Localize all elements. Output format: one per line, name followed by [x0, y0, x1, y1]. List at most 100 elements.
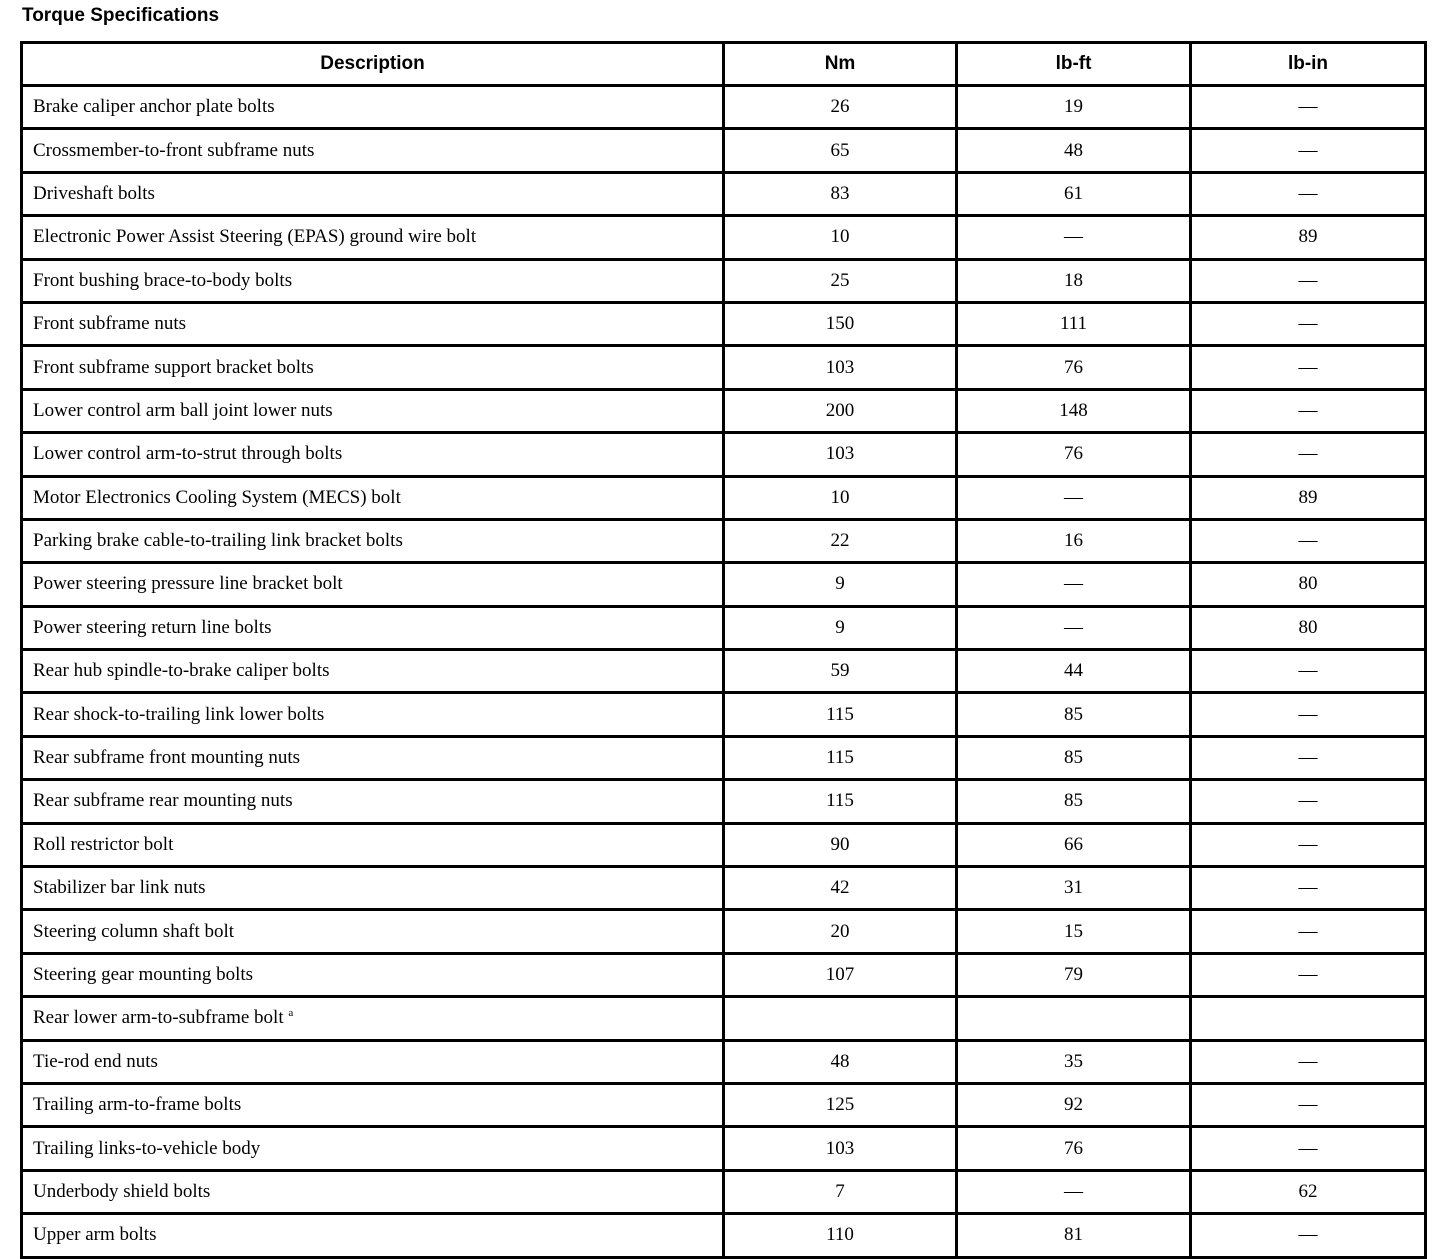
cell-lb-in: —	[1189, 1038, 1427, 1085]
cell-description: Rear subframe front mounting nuts	[20, 734, 725, 782]
table-row: Upper arm bolts 110 81 —	[20, 1212, 1427, 1259]
cell-description: Electronic Power Assist Steering (EPAS) …	[20, 214, 725, 261]
cell-nm-text: 103	[825, 443, 855, 465]
cell-lb-in	[1189, 995, 1427, 1042]
cell-lb-in-text: —	[1298, 1050, 1318, 1072]
cell-lb-ft: 31	[955, 865, 1192, 912]
cell-nm-text: 20	[830, 920, 850, 942]
cell-lb-in: —	[1189, 1212, 1427, 1259]
cell-lb-ft: 48	[955, 127, 1192, 174]
cell-nm-text: 22	[830, 530, 850, 552]
cell-description-text: Front subframe nuts	[33, 313, 187, 335]
cell-nm: 59	[722, 648, 958, 695]
cell-description: Crossmember-to-front subframe nuts	[20, 127, 725, 174]
cell-nm: 83	[722, 170, 958, 218]
table-row: Front bushing brace-to-body bolts 25 18 —	[20, 257, 1427, 304]
cell-lb-ft-text: —	[1064, 616, 1083, 638]
cell-lb-ft: 44	[955, 648, 1192, 695]
cell-nm: 103	[722, 431, 958, 478]
cell-description-text: Power steering return line bolts	[33, 616, 272, 638]
cell-nm-text: 90	[830, 833, 850, 855]
cell-lb-in-text: 89	[1298, 226, 1318, 248]
cell-lb-ft-text: 44	[1064, 660, 1083, 682]
table-header-row: Description Nm lb-ft lb-in	[20, 41, 1427, 87]
cell-lb-in-text: 89	[1298, 486, 1318, 508]
cell-lb-in-text: —	[1298, 443, 1318, 465]
cell-lb-in: —	[1189, 1081, 1427, 1129]
cell-nm: 20	[722, 908, 958, 955]
cell-description-text: Electronic Power Assist Steering (EPAS) …	[33, 226, 477, 248]
table-row: Front subframe support bracket bolts 103 7…	[20, 344, 1427, 391]
cell-lb-ft: —	[955, 474, 1192, 521]
cell-lb-in-text: —	[1298, 920, 1318, 942]
cell-nm: 42	[722, 865, 958, 912]
cell-nm: 65	[722, 127, 958, 174]
table-row: Rear subframe rear mounting nuts 115 85 —	[20, 778, 1427, 825]
cell-description: Steering gear mounting bolts	[20, 951, 725, 999]
footnote-marker: a	[288, 1007, 294, 1020]
cell-nm: 22	[722, 517, 958, 565]
cell-lb-ft-text: —	[1064, 1180, 1083, 1202]
table-row: Power steering pressure line bracket bol…	[20, 561, 1427, 608]
header-description: Description	[20, 41, 725, 87]
table-row: Motor Electronics Cooling System (MECS) …	[20, 474, 1427, 521]
cell-nm: 150	[722, 300, 958, 348]
cell-nm-text: 200	[825, 399, 855, 421]
cell-description-text: Crossmember-to-front subframe nuts	[33, 139, 315, 161]
cell-nm-text: 9	[835, 616, 845, 638]
cell-lb-ft-text: 76	[1064, 443, 1083, 465]
cell-lb-in-text: 80	[1298, 616, 1318, 638]
cell-nm-text: 110	[826, 1224, 854, 1246]
table-row: Lower control arm-to-strut through bolts…	[20, 431, 1427, 478]
cell-lb-ft-text: —	[1064, 226, 1083, 248]
cell-lb-in-text: 62	[1298, 1180, 1318, 1202]
cell-description-text: Rear subframe front mounting nuts	[33, 747, 301, 769]
cell-nm-text: 115	[826, 790, 854, 812]
cell-lb-in: —	[1189, 951, 1427, 999]
cell-nm-text: 59	[830, 660, 850, 682]
cell-lb-ft-text: 111	[1059, 313, 1088, 335]
cell-description: Underbody shield bolts	[20, 1168, 725, 1216]
table-row: Parking brake cable-to-trailing link bra…	[20, 517, 1427, 565]
cell-description: Lower control arm-to-strut through bolts	[20, 431, 725, 478]
cell-description-text: Rear hub spindle-to-brake caliper bolts	[33, 660, 330, 682]
cell-description-text: Lower control arm-to-strut through bolts	[33, 443, 343, 465]
cell-nm-text: 83	[830, 182, 850, 204]
cell-description-text: Underbody shield bolts	[33, 1180, 211, 1202]
table-row: Lower control arm ball joint lower nuts 2…	[20, 387, 1427, 435]
cell-lb-ft: —	[955, 1168, 1192, 1216]
cell-lb-ft: 85	[955, 691, 1192, 738]
cell-description-text: Steering gear mounting bolts	[33, 964, 254, 985]
cell-lb-ft: 81	[955, 1212, 1192, 1259]
table-row: Rear hub spindle-to-brake caliper bolts 5…	[20, 648, 1427, 695]
cell-nm-text: 107	[825, 964, 855, 985]
cell-nm-text: 25	[830, 269, 850, 291]
table-row: Crossmember-to-front subframe nuts 65 48 —	[20, 127, 1427, 174]
cell-lb-ft: 79	[955, 951, 1192, 999]
cell-lb-ft-text: —	[1064, 573, 1083, 595]
cell-lb-ft-text: —	[1064, 486, 1083, 508]
cell-lb-in: —	[1189, 734, 1427, 782]
cell-lb-in-text: —	[1298, 1224, 1318, 1246]
cell-nm	[722, 995, 958, 1042]
cell-description: Steering column shaft bolt	[20, 908, 725, 955]
cell-description: Power steering pressure line bracket bol…	[20, 561, 725, 608]
cell-description-text: Rear shock-to-trailing link lower bolts	[33, 703, 325, 725]
cell-nm: 7	[722, 1168, 958, 1216]
cell-lb-in-text: —	[1298, 96, 1318, 118]
cell-lb-in-text: —	[1298, 747, 1318, 769]
cell-description: Driveshaft bolts	[20, 170, 725, 218]
cell-nm: 103	[722, 1125, 958, 1172]
cell-description-text: Brake caliper anchor plate bolts	[33, 96, 275, 118]
cell-lb-ft: —	[955, 561, 1192, 608]
cell-lb-ft: 76	[955, 344, 1192, 391]
cell-description: Tie-rod end nuts	[20, 1038, 725, 1085]
cell-nm: 110	[722, 1212, 958, 1259]
cell-lb-ft-text: 61	[1064, 182, 1083, 204]
cell-lb-in: —	[1189, 1125, 1427, 1172]
cell-description: Rear lower arm-to-subframe bolt a	[20, 995, 725, 1042]
cell-lb-in-text: —	[1298, 269, 1318, 291]
cell-lb-in-text: —	[1298, 182, 1318, 204]
cell-lb-ft-text: 85	[1064, 703, 1083, 725]
cell-description-text: Upper arm bolts	[33, 1224, 157, 1246]
